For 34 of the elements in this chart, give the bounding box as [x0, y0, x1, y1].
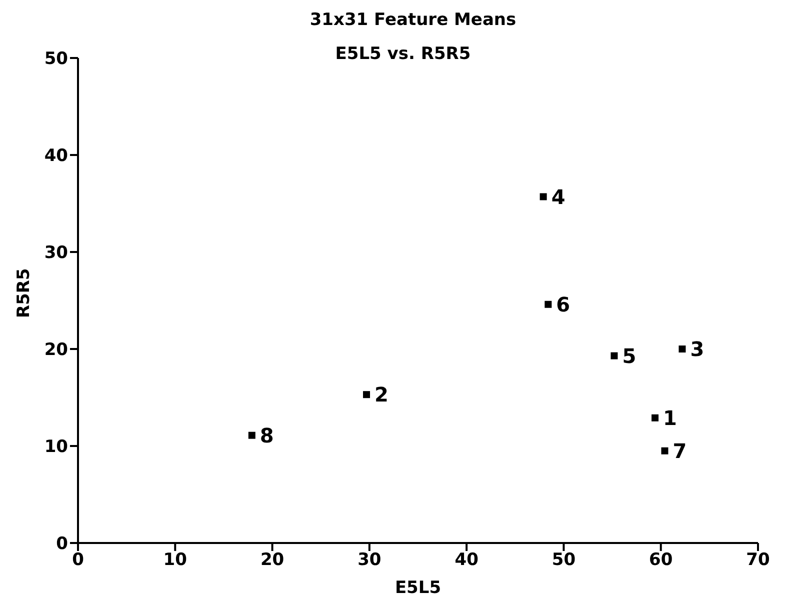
x-tick-label: 0	[72, 550, 84, 570]
point	[678, 346, 686, 352]
point	[540, 193, 547, 200]
x-tick-label: 10	[163, 550, 188, 570]
annotation: 6	[556, 292, 570, 316]
annotation: 5	[622, 344, 636, 368]
x-tick-label: 70	[746, 550, 770, 570]
x-tick-label: 40	[454, 550, 479, 570]
y-axis-title: R5R5	[14, 268, 34, 318]
y-tick-label: 10	[44, 437, 68, 458]
annotation: 7	[672, 438, 687, 463]
point	[248, 432, 256, 439]
point	[544, 300, 552, 308]
chart-title: 31x31 Feature Means	[308, 10, 518, 30]
x-tick-label: 50	[552, 550, 576, 570]
point	[610, 352, 618, 360]
annotation: 3	[690, 337, 704, 362]
y-tick-label: 50	[44, 49, 68, 70]
annotation: 4	[551, 184, 566, 209]
chart-subtitle: E5L5 vs. R5R5	[335, 44, 471, 64]
x-tick-label: 30	[358, 550, 382, 570]
point	[652, 414, 659, 422]
annotation: 1	[663, 406, 677, 430]
y-tick-label: 20	[44, 340, 68, 360]
y-tick-label: 30	[44, 243, 68, 264]
x-tick-label: 20	[260, 550, 284, 570]
x-tick-label: 60	[649, 550, 673, 570]
annotation: 8	[260, 423, 274, 448]
point	[661, 447, 668, 454]
annotation: 2	[374, 382, 388, 407]
y-tick-label: 40	[44, 146, 68, 166]
y-tick-label: 0	[56, 534, 68, 554]
point	[363, 391, 370, 398]
x-axis-title: E5L5	[394, 578, 442, 598]
